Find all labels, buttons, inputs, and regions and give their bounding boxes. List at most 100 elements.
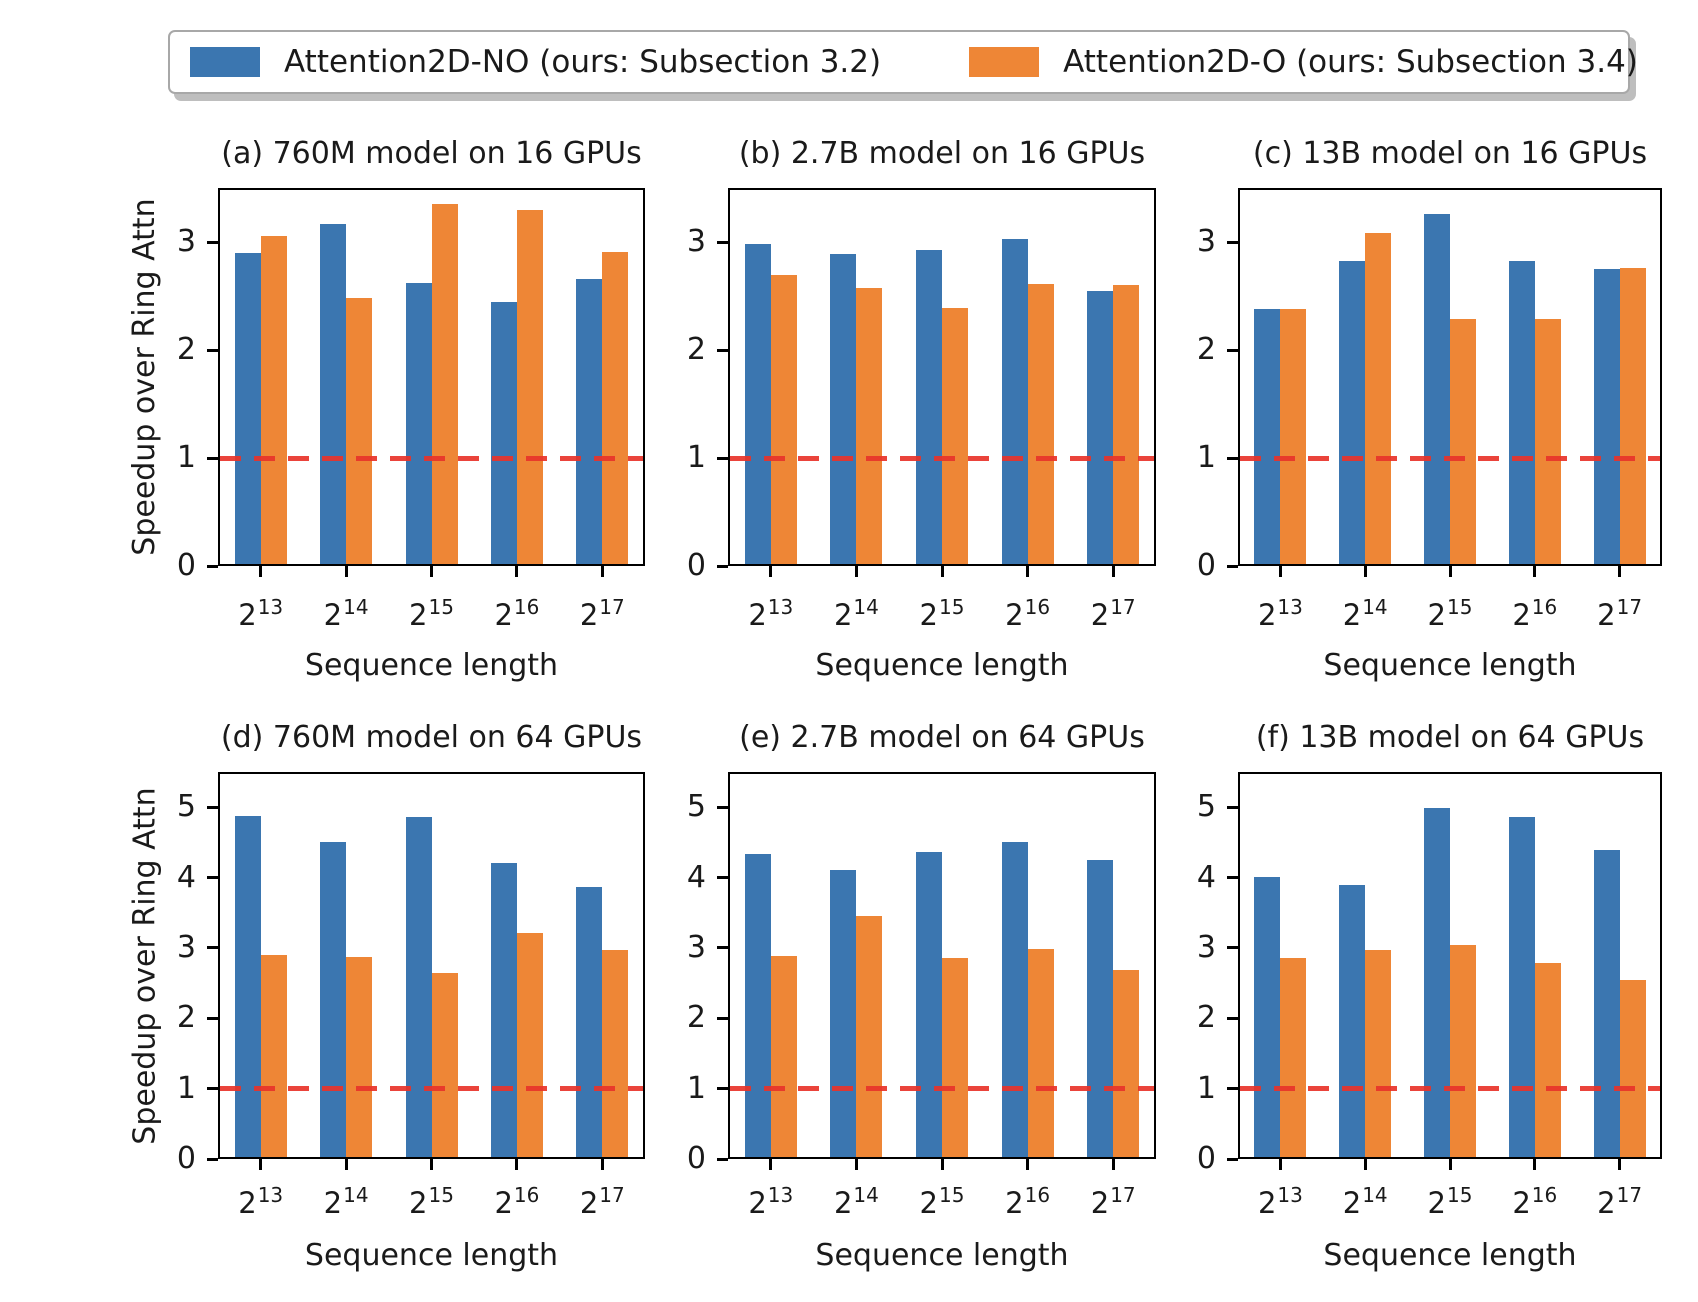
y-tick-label: 2 bbox=[1196, 332, 1216, 367]
x-tick-label: 213 bbox=[748, 595, 794, 632]
y-tick bbox=[207, 946, 218, 950]
x-tick bbox=[430, 566, 433, 577]
y-tick-label: 1 bbox=[1196, 440, 1216, 475]
x-tick-exponent: 14 bbox=[853, 1183, 879, 1207]
y-tick bbox=[717, 1157, 728, 1161]
bar-attention2d-o bbox=[346, 957, 373, 1157]
y-tick-label: 3 bbox=[1196, 224, 1216, 259]
y-tick-label: 2 bbox=[686, 332, 706, 367]
x-tick-label: 216 bbox=[1512, 1183, 1558, 1220]
x-axis-label: Sequence length bbox=[1323, 1238, 1577, 1273]
x-tick-label: 214 bbox=[323, 595, 369, 632]
y-tick-label: 3 bbox=[686, 224, 706, 259]
x-tick-exponent: 13 bbox=[257, 1183, 284, 1207]
y-tick-label: 3 bbox=[1196, 929, 1216, 965]
x-tick-label: 213 bbox=[1257, 1183, 1303, 1220]
bar-attention2d-no bbox=[744, 854, 771, 1157]
bar-attention2d-no bbox=[1593, 850, 1620, 1157]
y-tick-label: 0 bbox=[176, 548, 196, 583]
x-axis-label: Sequence length bbox=[304, 1238, 559, 1273]
x-tick-exponent: 17 bbox=[1110, 595, 1136, 619]
axes-b bbox=[728, 188, 1156, 566]
bar-attention2d-no bbox=[405, 283, 432, 564]
x-tick bbox=[1533, 1159, 1537, 1170]
y-tick-label: 5 bbox=[1196, 789, 1216, 825]
x-tick-label: 213 bbox=[238, 1183, 284, 1220]
axes-d bbox=[218, 772, 645, 1159]
y-tick-label: 4 bbox=[686, 859, 706, 895]
x-tick bbox=[1026, 1159, 1030, 1170]
x-tick-label: 214 bbox=[833, 1183, 879, 1220]
x-tick-label: 213 bbox=[238, 595, 284, 632]
y-tick-label: 5 bbox=[176, 789, 196, 825]
y-tick bbox=[207, 240, 218, 244]
y-tick bbox=[207, 348, 218, 352]
bar-attention2d-no bbox=[1508, 817, 1535, 1157]
x-tick-label: 213 bbox=[748, 1183, 794, 1220]
bar-attention2d-o bbox=[602, 950, 629, 1157]
x-tick bbox=[1278, 566, 1282, 577]
x-tick-label: 214 bbox=[323, 1183, 369, 1220]
bar-attention2d-no bbox=[1593, 269, 1620, 564]
x-tick bbox=[344, 566, 348, 577]
x-tick-exponent: 13 bbox=[1277, 595, 1303, 619]
x-tick bbox=[600, 1159, 604, 1170]
x-tick bbox=[1448, 566, 1452, 577]
x-tick bbox=[515, 1159, 519, 1170]
x-axis-label: Sequence length bbox=[815, 1238, 1069, 1273]
bar-attention2d-o bbox=[1027, 284, 1054, 564]
bar-attention2d-no bbox=[916, 250, 942, 564]
y-tick bbox=[1227, 876, 1238, 880]
y-tick bbox=[1227, 1157, 1238, 1161]
x-tick-label: 213 bbox=[1257, 595, 1303, 632]
bar-attention2d-o bbox=[856, 916, 883, 1157]
y-tick bbox=[717, 456, 728, 460]
y-tick-label: 0 bbox=[176, 1141, 196, 1176]
x-tick-label: 216 bbox=[1005, 1183, 1051, 1220]
x-tick-exponent: 16 bbox=[1531, 595, 1558, 619]
y-tick bbox=[1227, 240, 1238, 244]
subplot-title-f: (f) 13B model on 64 GPUs bbox=[1255, 720, 1645, 755]
bar-attention2d-no bbox=[1087, 291, 1114, 564]
y-tick bbox=[1227, 805, 1238, 809]
bar-attention2d-o bbox=[1280, 958, 1307, 1157]
x-tick-exponent: 14 bbox=[1362, 595, 1388, 619]
x-tick-label: 215 bbox=[919, 1183, 965, 1220]
bar-attention2d-no bbox=[1508, 261, 1535, 564]
bar-attention2d-o bbox=[1619, 980, 1646, 1157]
y-tick bbox=[1227, 946, 1238, 950]
x-tick bbox=[1618, 1159, 1622, 1170]
bar-attention2d-no bbox=[490, 302, 517, 564]
y-tick-label: 2 bbox=[1196, 1000, 1216, 1036]
bar-attention2d-no bbox=[830, 254, 857, 564]
y-tick bbox=[1227, 348, 1238, 352]
bar-attention2d-o bbox=[431, 973, 458, 1157]
subplot-title-b: (b) 2.7B model on 16 GPUs bbox=[738, 136, 1146, 171]
x-tick-exponent: 14 bbox=[343, 1183, 369, 1207]
axes-e bbox=[728, 772, 1156, 1159]
bar-attention2d-o bbox=[1280, 309, 1307, 564]
bar-attention2d-no bbox=[320, 842, 347, 1157]
x-tick-label: 214 bbox=[1342, 595, 1388, 632]
x-tick bbox=[1448, 1159, 1452, 1170]
x-tick-exponent: 16 bbox=[1531, 1183, 1558, 1207]
y-tick bbox=[717, 1016, 728, 1020]
y-tick-label: 1 bbox=[686, 440, 706, 475]
bar-attention2d-o bbox=[1450, 945, 1476, 1157]
bar-attention2d-o bbox=[1113, 285, 1140, 564]
bar-attention2d-no bbox=[1087, 860, 1114, 1157]
x-tick-exponent: 15 bbox=[428, 595, 454, 619]
bar-attention2d-no bbox=[916, 852, 942, 1157]
x-tick bbox=[259, 566, 263, 577]
x-tick-label: 216 bbox=[1512, 595, 1558, 632]
legend-entry-attention2d-no: Attention2D-NO (ours: Subsection 3.2) bbox=[190, 44, 881, 80]
x-tick bbox=[1363, 566, 1367, 577]
x-tick-exponent: 16 bbox=[1024, 1183, 1051, 1207]
x-axis-label: Sequence length bbox=[815, 648, 1069, 683]
bar-attention2d-o bbox=[602, 252, 629, 564]
x-tick-label: 217 bbox=[1090, 595, 1136, 632]
x-axis-label: Sequence length bbox=[304, 648, 559, 683]
x-tick bbox=[1618, 566, 1622, 577]
y-tick bbox=[717, 946, 728, 950]
